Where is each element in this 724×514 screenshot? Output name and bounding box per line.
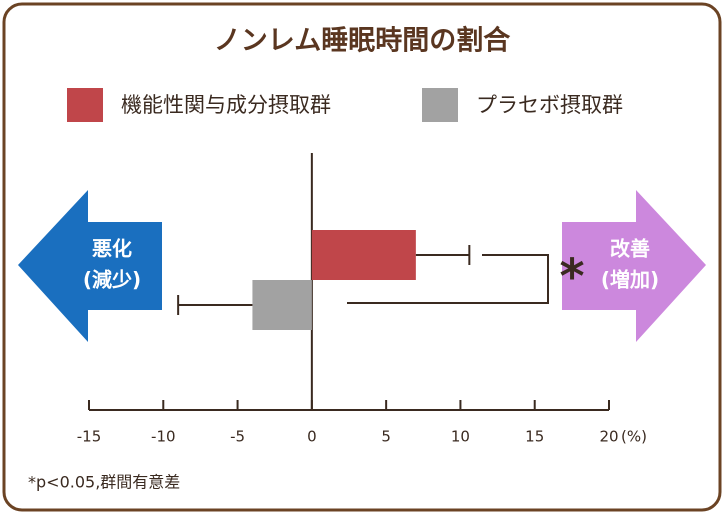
x-tick-label: 20 — [599, 428, 618, 446]
arrow-label: 悪化 — [92, 237, 132, 261]
footnote: *p<0.05,群間有意差 — [28, 473, 180, 492]
x-tick-label: -5 — [230, 428, 245, 446]
arrow-label: (増加) — [601, 268, 659, 292]
arrow-label: 改善 — [610, 237, 650, 261]
x-tick-label: 10 — [451, 428, 470, 446]
legend-label: プラセボ摂取群 — [476, 93, 623, 117]
left-arrow — [18, 190, 162, 342]
significance-bracket — [347, 254, 549, 304]
bar — [311, 230, 416, 280]
x-tick-label: 15 — [525, 428, 544, 446]
right-arrow — [562, 190, 706, 342]
x-tick-label: 0 — [307, 428, 317, 446]
chart-title: ノンレム睡眠時間の割合 — [214, 25, 510, 57]
error-bar — [415, 245, 471, 265]
legend-label: 機能性関与成分摂取群 — [121, 93, 331, 117]
legend-swatch — [422, 88, 458, 122]
x-tick-label: -15 — [77, 428, 102, 446]
significance-mark: * — [559, 249, 584, 305]
x-tick-label: 5 — [381, 428, 391, 446]
bar — [252, 280, 312, 330]
arrow-label: (減少) — [83, 268, 141, 292]
x-axis-unit: (%) — [621, 428, 647, 446]
x-tick-label: -10 — [151, 428, 176, 446]
legend-swatch — [67, 88, 103, 122]
error-bar — [177, 295, 253, 315]
